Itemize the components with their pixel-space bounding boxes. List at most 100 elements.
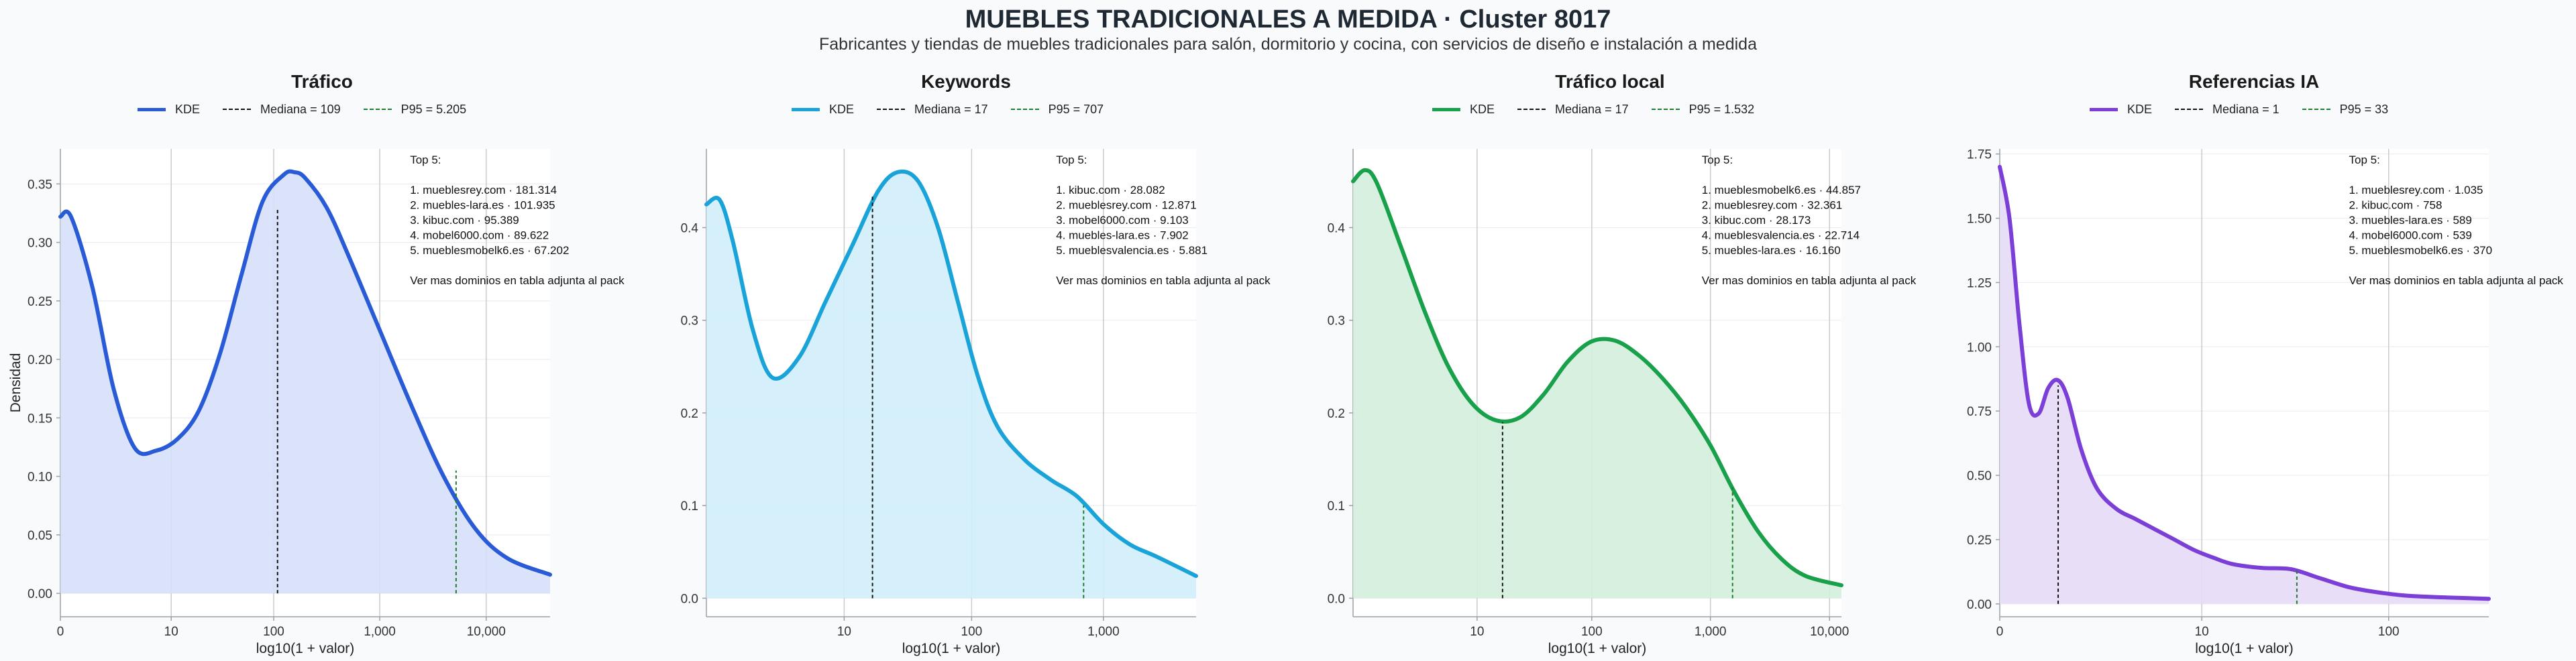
top5-annotation-line: Ver mas dominios en tabla adjunta al pac… [1056, 274, 1271, 287]
legend-label-median: Mediana = 17 [1555, 102, 1629, 116]
top5-annotation-line: 2. muebles-lara.es · 101.935 [410, 199, 555, 212]
top5-annotation-line: Ver mas dominios en tabla adjunta al pac… [1702, 274, 1917, 287]
y-tick-label: 0.30 [28, 237, 52, 251]
kde-line [704, 169, 1198, 579]
legend-label-p95: P95 = 707 [1048, 102, 1104, 116]
kde-line [1351, 168, 1843, 587]
top5-annotation-line: 3. kibuc.com · 95.389 [410, 214, 519, 227]
chart-svg: 0.00 0.25 0.50 0.75 1.00 1.25 1.50 1.75 0 10 100 lo… [1967, 148, 2564, 656]
x-tick-label: 1,000 [1087, 625, 1120, 639]
legend-item-kde: KDE [138, 103, 200, 117]
legend-label-median: Mediana = 1 [2212, 102, 2279, 116]
legend-label-kde: KDE [1470, 102, 1495, 116]
legend-swatch-median [877, 109, 906, 110]
legend-swatch-kde [138, 107, 166, 111]
legend-item-median: Mediana = 17 [1517, 103, 1629, 117]
chart-title: Tráfico [291, 71, 353, 92]
legend-swatch-p95 [1010, 109, 1039, 110]
top5-annotation-line: 4. mueblesvalencia.es · 22.714 [1702, 229, 1860, 242]
chart-legend: KDE Mediana = 17 P95 = 1.532 [1432, 99, 1777, 119]
y-tick-label: 0.15 [28, 412, 52, 426]
top5-annotation-line: Top 5: [410, 154, 441, 166]
x-axis-label: log10(1 + valor) [2195, 641, 2294, 656]
legend-label-median: Mediana = 17 [914, 102, 988, 116]
x-tick-label: 10 [837, 625, 851, 639]
legend-label-kde: KDE [175, 102, 201, 116]
top5-annotation-line: Ver mas dominios en tabla adjunta al pac… [410, 274, 625, 287]
kde-area [1353, 170, 1841, 599]
top5-annotation-line: 1. mueblesrey.com · 181.314 [410, 184, 557, 196]
top5-annotation-line: Top 5: [1056, 154, 1087, 166]
legend-swatch-kde [2090, 107, 2118, 111]
legend-item-median: Mediana = 1 [2175, 103, 2279, 117]
legend-swatch-kde [792, 107, 820, 111]
y-tick-label: 0.00 [1967, 598, 1992, 612]
top5-annotation-line: Top 5: [2349, 154, 2380, 166]
x-axis-label: log10(1 + valor) [902, 641, 1001, 656]
legend-item-p95: P95 = 707 [1010, 102, 1104, 117]
page-title: MUEBLES TRADICIONALES A MEDIDA · Cluster… [965, 5, 1611, 34]
chart-svg: 0.0 0.1 0.2 0.3 0.4 10 100 1,000 log10(1 + valor… [681, 149, 1271, 656]
kde-area [706, 171, 1196, 599]
x-tick-label: 10 [2195, 625, 2209, 639]
chart-legend: KDE Mediana = 1 P95 = 33 [2090, 99, 2411, 119]
top5-annotation-line: 3. muebles-lara.es · 589 [2349, 214, 2472, 227]
y-tick-label: 0.4 [1328, 221, 1346, 235]
legend-item-kde: KDE [1432, 103, 1495, 117]
y-tick-label: 0.2 [1328, 407, 1345, 421]
top5-annotation-line: 4. mobel6000.com · 539 [2349, 229, 2472, 242]
y-tick-label: 0.05 [28, 529, 52, 543]
y-tick-label: 1.00 [1967, 341, 1992, 355]
x-tick-label: 10,000 [467, 625, 506, 639]
y-tick-label: 0.20 [28, 353, 52, 367]
y-tick-label: 0.4 [681, 221, 699, 235]
chart-legend: KDE Mediana = 109 P95 = 5.205 [138, 99, 489, 119]
legend-label-kde: KDE [829, 102, 855, 116]
x-axis-label: log10(1 + valor) [256, 641, 355, 656]
legend-label-median: Mediana = 109 [260, 102, 341, 116]
y-tick-label: 1.75 [1967, 148, 1992, 162]
y-tick-label: 0.50 [1967, 469, 1992, 483]
x-tick-label: 100 [263, 625, 284, 639]
y-tick-label: 0.3 [681, 314, 698, 328]
top5-annotation-line: 4. muebles-lara.es · 7.902 [1056, 229, 1189, 242]
top5-annotation-line: 3. kibuc.com · 28.173 [1702, 214, 1811, 227]
y-tick-label: 0.75 [1967, 405, 1992, 419]
chart-title: Keywords [921, 71, 1011, 92]
top5-annotation-line: 4. mobel6000.com · 89.622 [410, 229, 549, 242]
legend-swatch-median [1517, 109, 1546, 110]
kde-area [2000, 166, 2489, 604]
top5-annotation-line: 1. kibuc.com · 28.082 [1056, 184, 1165, 196]
top5-annotation-line: 5. mueblesmobelk6.es · 370 [2349, 244, 2493, 257]
x-tick-label: 0 [57, 625, 64, 639]
top5-annotation-line: 5. mueblesmobelk6.es · 67.202 [410, 244, 569, 257]
x-tick-label: 100 [1581, 625, 1603, 639]
top5-annotation-line: 5. muebles-lara.es · 16.160 [1702, 244, 1841, 257]
top5-annotation-line: 2. mueblesrey.com · 12.871 [1056, 199, 1196, 212]
y-tick-label: 0.1 [681, 499, 698, 514]
y-tick-label: 0.25 [1967, 534, 1992, 548]
y-tick-label: 0.10 [28, 471, 52, 485]
kde-line [1998, 164, 2491, 601]
legend-label-p95: P95 = 5.205 [400, 102, 467, 116]
y-axis-label: Densidad [8, 353, 23, 413]
chart-title: Tráfico local [1555, 71, 1665, 92]
y-tick-label: 1.50 [1967, 213, 1992, 227]
legend-swatch-median [223, 109, 252, 110]
x-tick-label: 1,000 [1695, 625, 1727, 639]
top5-annotation-line: 1. mueblesrey.com · 1.035 [2349, 184, 2483, 196]
legend-swatch-p95 [2302, 109, 2330, 110]
chart-panel-keywords: Keywords KDE Mediana = 17 P95 = 707 0.0 0… [644, 0, 1288, 661]
x-tick-label: 0 [1996, 625, 2004, 639]
top5-annotation-line: 2. mueblesrey.com · 32.361 [1702, 199, 1842, 212]
legend-item-median: Mediana = 109 [223, 103, 341, 117]
top5-annotation-line: Top 5: [1702, 154, 1733, 166]
x-tick-label: 10 [164, 625, 178, 639]
x-tick-label: 1,000 [364, 625, 396, 639]
legend-swatch-kde [1432, 107, 1460, 111]
x-tick-label: 100 [961, 625, 983, 639]
legend-label-p95: P95 = 33 [2339, 102, 2389, 116]
legend-swatch-p95 [1651, 109, 1680, 110]
top5-annotation-line: Ver mas dominios en tabla adjunta al pac… [2349, 274, 2564, 287]
legend-item-p95: P95 = 33 [2302, 102, 2389, 117]
